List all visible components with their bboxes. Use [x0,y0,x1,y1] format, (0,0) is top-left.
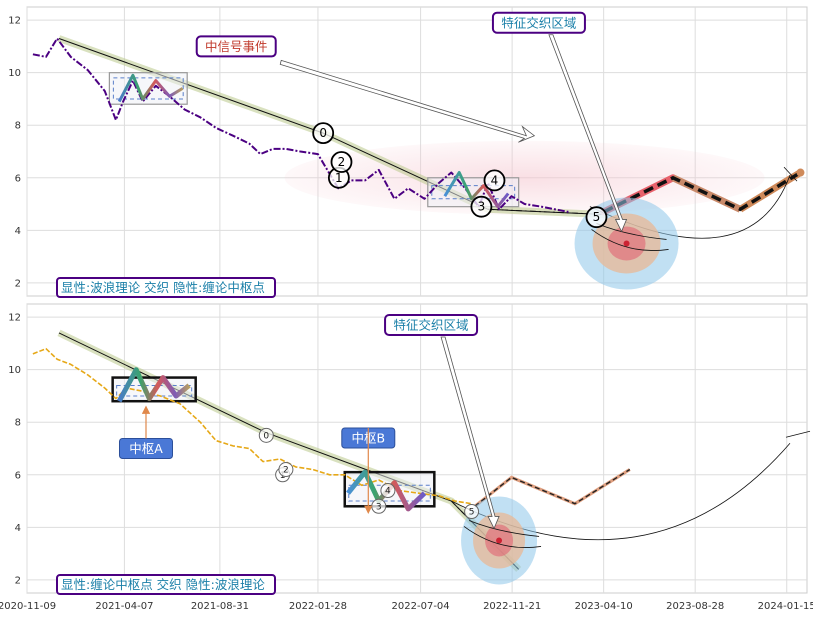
top-arrow-interweave [548,34,628,233]
top-pivot-4 [483,169,506,192]
bottom-pivot-label-3: 3 [376,502,382,512]
xtick-label-3: 2022-01-28 [289,601,347,612]
bottom-target-center [496,537,503,544]
top-ytick-label-0: 2 [15,278,21,289]
top-pivot-label-5: 5 [593,210,601,224]
bottom-panel: 24681012012345特征交织区域中枢A中枢B显性:缠论中枢点 交织 隐性… [8,303,811,595]
top-ytick-label-4: 10 [8,68,21,79]
top-wave-1 [443,171,510,209]
bottom-pivot-0 [258,427,274,443]
xtick-label-0: 2020-11-09 [0,601,56,612]
top-forecast-dash [602,171,802,214]
bottom-ytick-label-5: 12 [8,313,21,324]
bottom-annotation-0: 特征交织区域 [394,318,469,333]
top-legend-text: 显性:波浪理论 交织 隐性:缠论中枢点 [61,280,265,295]
top-ytick-label-3: 8 [15,121,21,132]
bottom-legend-text: 显性:缠论中枢点 交织 隐性:波浪理论 [61,577,265,592]
bottom-ytick-label-3: 8 [15,418,21,429]
top-target-center [623,240,630,247]
top-pivot-3 [470,195,493,218]
bottom-pivot-4 [380,483,396,499]
bottom-wave-0 [116,367,191,403]
xtick-label-8: 2024-01-15 [758,601,813,612]
bottom-annotation-1: 中枢A [129,441,163,456]
xtick-label-6: 2023-04-10 [575,601,633,612]
top-forecast-end-dot [796,168,805,177]
top-callout-0 [195,35,277,58]
bottom-forecast-dash [474,468,631,507]
bottom-legend-box [56,574,276,595]
bottom-arrow-interweave [440,336,500,530]
bottom-pivot-label-0: 0 [263,431,269,441]
top-wave-0 [117,73,184,103]
top-arc-tick [783,166,798,182]
top-ytick-label-2: 6 [15,173,21,184]
bottom-pivot-label-4: 4 [385,487,391,497]
top-pivot-0 [312,122,335,145]
top-callout-1 [491,11,586,34]
bottom-target-curve [463,526,542,548]
top-interweave-ellipse [284,140,765,215]
x-axis: 2020-11-09 2021-04-07 2021-08-31 2022-01-28… [0,601,813,612]
top-pivot-label-2: 2 [338,155,346,169]
top-arrow-signal [279,59,536,143]
top-ytick-label-1: 4 [15,226,21,237]
bottom-arc-tick [785,430,811,438]
top-zone-inner-0 [112,77,184,100]
top-pivot-2 [330,151,353,173]
top-legend-box [56,277,276,298]
bottom-pivot-label-2: 2 [283,466,289,476]
bottom-ytick-label-1: 4 [15,523,21,534]
bottom-ytick-label-2: 6 [15,470,21,481]
top-pivot-label-0: 0 [319,126,327,140]
bottom-ytick-label-0: 2 [15,575,21,586]
bottom-pivot-2 [278,462,294,478]
bottom-callout-0 [384,314,479,337]
xtick-label-4: 2022-07-04 [392,601,450,612]
xtick-label-5: 2022-11-21 [483,601,541,612]
top-pivot-5 [585,206,608,229]
top-pivot-label-4: 4 [491,173,499,187]
top-pivot-label-3: 3 [478,200,486,214]
bottom-ytick-label-4: 10 [8,365,21,376]
top-ytick-label-5: 12 [8,16,21,27]
bottom-target-curve-2 [468,520,540,537]
bottom-pivot-label-5: 5 [469,508,475,518]
bottom-zone-inner-0 [116,384,193,397]
top-annotation-0: 中信号事件 [205,39,268,54]
top-pivot-label-1: 1 [335,171,343,185]
xtick-label-7: 2023-08-28 [666,601,724,612]
xtick-label-1: 2021-04-07 [95,601,153,612]
top-target-curve [591,229,669,251]
bottom-pivot-5 [464,504,480,520]
top-annotation-1: 特征交织区域 [501,15,576,30]
xtick-label-2: 2021-08-31 [191,601,249,612]
